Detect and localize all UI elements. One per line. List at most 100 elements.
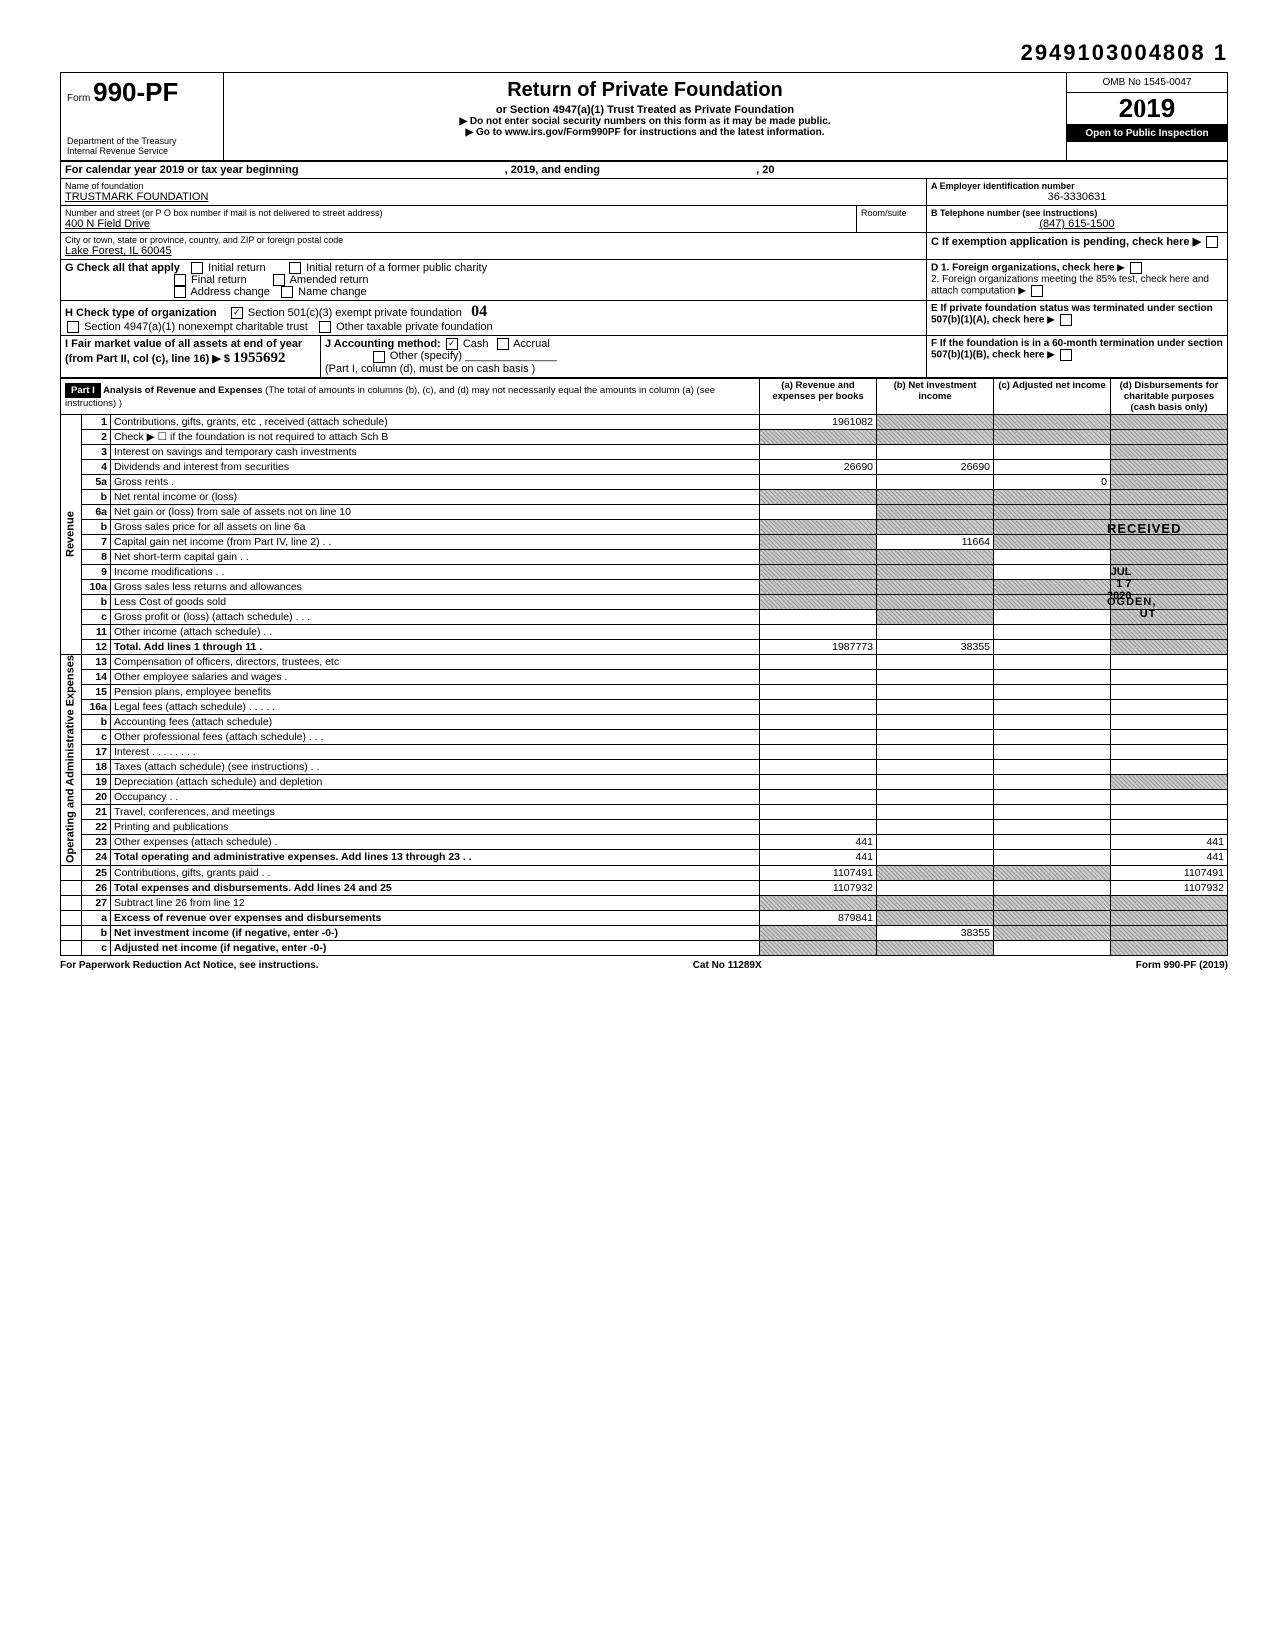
tax-year: 2019 <box>1067 93 1227 125</box>
address-phone-row: Number and street (or P O box number if … <box>60 206 1228 233</box>
name-ein-row: Name of foundation TRUSTMARK FOUNDATION … <box>60 179 1228 206</box>
name-change-checkbox[interactable] <box>281 286 293 298</box>
irs-label: Internal Revenue Service <box>67 146 217 156</box>
form-id-block: Form 990-PF Department of the Treasury I… <box>61 73 224 160</box>
table-row: 10aGross sales less returns and allowanc… <box>61 579 1228 594</box>
table-row: 14Other employee salaries and wages . <box>61 669 1228 684</box>
table-row: 25Contributions, gifts, grants paid . .1… <box>61 865 1228 880</box>
footer-left: For Paperwork Reduction Act Notice, see … <box>60 960 319 971</box>
table-row: 26Total expenses and disbursements. Add … <box>61 880 1228 895</box>
part1-header: Part I <box>65 383 101 398</box>
form-title: Return of Private Foundation <box>230 79 1060 102</box>
footer-mid: Cat No 11289X <box>693 960 762 971</box>
501c3-checkbox[interactable]: ✓ <box>231 307 243 319</box>
received-stamp: RECEIVED <box>1107 521 1181 536</box>
phone-label: B Telephone number (see instructions) <box>931 208 1223 218</box>
former-charity-checkbox[interactable] <box>289 262 301 274</box>
table-row: 12Total. Add lines 1 through 11 .1987773… <box>61 639 1228 654</box>
dept-label: Department of the Treasury <box>67 136 217 146</box>
opt-initial-return: Initial return <box>208 262 265 274</box>
city-row: City or town, state or province, country… <box>60 233 1228 260</box>
form-note-1: ▶ Do not enter social security numbers o… <box>230 116 1060 127</box>
opt-4947a1: Section 4947(a)(1) nonexempt charitable … <box>84 321 308 333</box>
opt-former-charity: Initial return of a former public charit… <box>306 262 487 274</box>
opt-other-taxable: Other taxable private foundation <box>336 321 493 333</box>
form-number: 990-PF <box>93 77 178 107</box>
box-d1-label: D 1. Foreign organizations, check here <box>931 263 1114 274</box>
line-h-label: H Check type of organization <box>65 307 217 319</box>
col-b-header: (b) Net investment income <box>877 378 994 414</box>
table-row: 16aLegal fees (attach schedule) . . . . … <box>61 699 1228 714</box>
part1-table: Part I Analysis of Revenue and Expenses … <box>60 378 1228 956</box>
table-row: 9Income modifications . .JUL 1 7 2020 <box>61 564 1228 579</box>
cash-checkbox[interactable]: ✓ <box>446 338 458 350</box>
line-j-label: J Accounting method: <box>325 338 441 350</box>
form-subtitle: or Section 4947(a)(1) Trust Treated as P… <box>230 104 1060 116</box>
opt-other-method: Other (specify) <box>390 350 462 362</box>
4947a1-checkbox[interactable] <box>67 321 79 333</box>
opt-cash: Cash <box>463 338 489 350</box>
table-row: 4Dividends and interest from securities2… <box>61 459 1228 474</box>
table-row: 18Taxes (attach schedule) (see instructi… <box>61 760 1228 775</box>
footer-right: Form 990-PF (2019) <box>1136 960 1228 971</box>
table-row: 19Depreciation (attach schedule) and dep… <box>61 775 1228 790</box>
line-j-note: (Part I, column (d), must be on cash bas… <box>325 363 535 375</box>
table-row: 27Subtract line 26 from line 12 <box>61 895 1228 910</box>
box-c-checkbox[interactable] <box>1206 236 1218 248</box>
final-return-checkbox[interactable] <box>174 274 186 286</box>
table-row: bGross sales price for all assets on lin… <box>61 519 1228 534</box>
amended-return-checkbox[interactable] <box>273 274 285 286</box>
omb-number: OMB No 1545-0047 <box>1067 73 1227 93</box>
calendar-year-row: For calendar year 2019 or tax year begin… <box>60 162 1228 179</box>
box-c-label: C If exemption application is pending, c… <box>931 236 1201 248</box>
h-e-row: H Check type of organization ✓ Section 5… <box>60 301 1228 336</box>
handwritten-04: 04 <box>471 303 487 320</box>
form-prefix: Form <box>67 93 90 104</box>
table-row: 3Interest on savings and temporary cash … <box>61 444 1228 459</box>
table-row: 20Occupancy . . <box>61 790 1228 805</box>
box-f-label: F If the foundation is in a 60-month ter… <box>931 338 1223 361</box>
opt-name-change: Name change <box>298 286 367 298</box>
form-year-block: OMB No 1545-0047 2019 Open to Public Ins… <box>1066 73 1227 160</box>
table-row: Operating and Administrative Expenses 13… <box>61 654 1228 669</box>
box-f-checkbox[interactable] <box>1060 349 1072 361</box>
document-code: 2949103004808 1 <box>60 40 1228 66</box>
phone-value: (847) 615-1500 <box>931 218 1223 230</box>
table-row: 23Other expenses (attach schedule) .4414… <box>61 835 1228 850</box>
form-title-block: Return of Private Foundation or Section … <box>224 73 1066 160</box>
expenses-label: Operating and Administrative Expenses <box>61 654 82 865</box>
initial-return-checkbox[interactable] <box>191 262 203 274</box>
address-change-checkbox[interactable] <box>174 286 186 298</box>
foundation-name-label: Name of foundation <box>65 181 922 191</box>
table-row: Revenue 1Contributions, gifts, grants, e… <box>61 414 1228 429</box>
other-method-checkbox[interactable] <box>373 351 385 363</box>
city-value: Lake Forest, IL 60045 <box>65 245 922 257</box>
form-note-2: ▶ Go to www.irs.gov/Form990PF for instru… <box>230 127 1060 138</box>
accrual-checkbox[interactable] <box>497 338 509 350</box>
page-footer: For Paperwork Reduction Act Notice, see … <box>60 956 1228 971</box>
i-j-f-row: I Fair market value of all assets at end… <box>60 336 1228 377</box>
table-row: 22Printing and publications <box>61 820 1228 835</box>
part1-title: Analysis of Revenue and Expenses <box>103 385 262 396</box>
table-row: 7Capital gain net income (from Part IV, … <box>61 534 1228 549</box>
box-e-checkbox[interactable] <box>1060 314 1072 326</box>
foundation-name: TRUSTMARK FOUNDATION <box>65 191 922 203</box>
calendar-suffix: , 20 <box>756 164 774 176</box>
box-d2-checkbox[interactable] <box>1031 285 1043 297</box>
revenue-label: Revenue <box>61 414 82 654</box>
col-a-header: (a) Revenue and expenses per books <box>760 378 877 414</box>
other-taxable-checkbox[interactable] <box>319 321 331 333</box>
table-row: bNet investment income (if negative, ent… <box>61 925 1228 940</box>
opt-address-change: Address change <box>190 286 270 298</box>
table-row: cAdjusted net income (if negative, enter… <box>61 940 1228 955</box>
table-row: bLess Cost of goods soldOGDEN, UT <box>61 594 1228 609</box>
box-d1-checkbox[interactable] <box>1130 262 1142 274</box>
ein-label: A Employer identification number <box>931 181 1223 191</box>
opt-final-return: Final return <box>191 274 247 286</box>
col-d-header: (d) Disbursements for charitable purpose… <box>1111 378 1228 414</box>
table-row: aExcess of revenue over expenses and dis… <box>61 910 1228 925</box>
calendar-prefix: For calendar year 2019 or tax year begin… <box>65 164 299 176</box>
box-d2-label: 2. Foreign organizations meeting the 85%… <box>931 274 1209 297</box>
table-row: 5aGross rents .0 <box>61 474 1228 489</box>
calendar-mid: , 2019, and ending <box>505 164 600 176</box>
